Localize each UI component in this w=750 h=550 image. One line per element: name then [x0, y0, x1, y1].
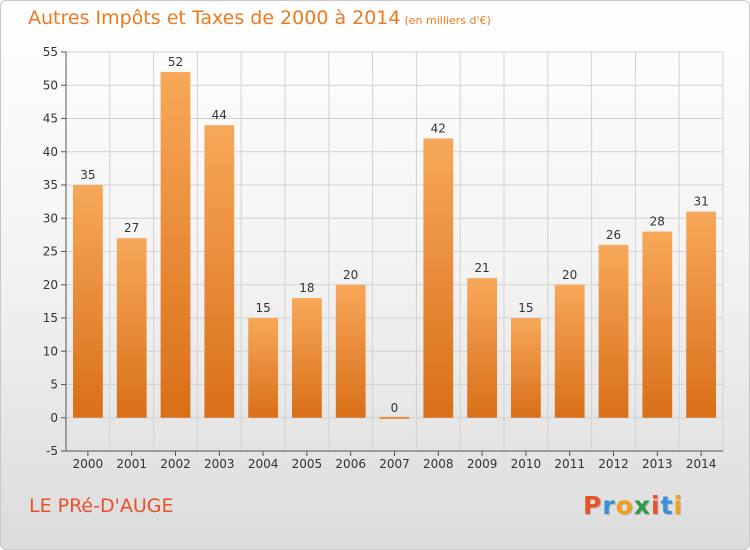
- data-label: 20: [562, 268, 577, 282]
- bar: [423, 138, 454, 418]
- data-label: 35: [80, 168, 95, 182]
- data-label: 27: [124, 221, 139, 235]
- logo-letter: o: [615, 491, 634, 520]
- data-label: 52: [168, 55, 183, 69]
- y-tick-label: -5: [46, 444, 58, 458]
- bar: [248, 318, 278, 418]
- x-tick-label: 2012: [598, 457, 629, 471]
- data-label: 0: [391, 401, 399, 415]
- y-tick-label: 30: [43, 211, 58, 225]
- x-tick-label: 2014: [686, 457, 717, 471]
- data-label: 42: [431, 121, 446, 135]
- x-tick-label: 2004: [248, 457, 279, 471]
- logo-letter: i: [651, 491, 661, 520]
- x-tick-label: 2005: [292, 457, 323, 471]
- x-tick-label: 2001: [116, 457, 147, 471]
- data-label: 28: [650, 215, 665, 229]
- y-tick-label: 20: [43, 278, 58, 292]
- x-tick-label: 2000: [73, 457, 104, 471]
- chart-subtitle: (en milliers d'€): [404, 14, 491, 27]
- bar: [73, 185, 103, 418]
- logo-letter: P: [583, 491, 603, 520]
- data-label: 21: [474, 261, 489, 275]
- axes: -5 0 5 10 15 20 25 30 35 40 45 50 55: [43, 45, 723, 458]
- data-label: 15: [518, 301, 533, 315]
- y-tick-label: 45: [43, 112, 58, 126]
- logo-letter: r: [602, 491, 616, 520]
- bar: [204, 125, 235, 418]
- x-tick-label: 2006: [335, 457, 366, 471]
- bar: [467, 278, 497, 418]
- x-tick-label: 2008: [423, 457, 454, 471]
- x-tick-label: 2013: [642, 457, 673, 471]
- y-tick-label: 50: [43, 78, 58, 92]
- y-tick-label: 5: [50, 378, 58, 392]
- chart-title: Autres Impôts et Taxes de 2000 à 2014 (en…: [28, 7, 491, 29]
- y-tick-label: 10: [43, 344, 58, 358]
- bar: [116, 238, 147, 418]
- chart-title-text: Autres Impôts et Taxes de 2000 à 2014: [28, 7, 401, 29]
- data-label: 20: [343, 268, 358, 282]
- x-tick-label: 2002: [160, 457, 191, 471]
- data-label: 44: [212, 108, 227, 122]
- data-label: 31: [693, 195, 708, 209]
- logo-letter: t: [660, 491, 674, 520]
- data-label: 15: [255, 301, 270, 315]
- x-tick-label: 2010: [511, 457, 542, 471]
- data-label: 26: [606, 228, 621, 242]
- x-tick-label: 2009: [467, 457, 498, 471]
- labels: 2000 35 2001 27 2002 52 2003 44 2004 15 2005 18 2006…: [73, 55, 717, 471]
- data-label: 18: [299, 281, 314, 295]
- y-tick-label: 25: [43, 245, 58, 259]
- y-tick-label: 35: [43, 178, 58, 192]
- bar: [379, 416, 410, 419]
- logo-letter: x: [633, 491, 651, 520]
- logo-letter: i: [673, 491, 684, 520]
- bar: [686, 211, 716, 418]
- y-tick-label: 55: [43, 45, 58, 59]
- bar: [335, 284, 366, 418]
- proxiti-logo[interactable]: Proxiti: [583, 491, 683, 520]
- bar: [642, 231, 673, 418]
- bar: [292, 298, 322, 418]
- bar: [554, 284, 585, 418]
- bar: [160, 71, 191, 418]
- bar: [511, 318, 541, 418]
- y-tick-label: 15: [43, 311, 58, 325]
- bars: [73, 71, 716, 419]
- x-tick-label: 2003: [204, 457, 235, 471]
- x-tick-label: 2011: [554, 457, 585, 471]
- x-tick-label: 2007: [379, 457, 410, 471]
- y-tick-label: 0: [50, 411, 58, 425]
- y-tick-label: 40: [43, 145, 58, 159]
- location-label: LE PRé-D'AUGE: [29, 495, 174, 517]
- bar: [598, 244, 629, 418]
